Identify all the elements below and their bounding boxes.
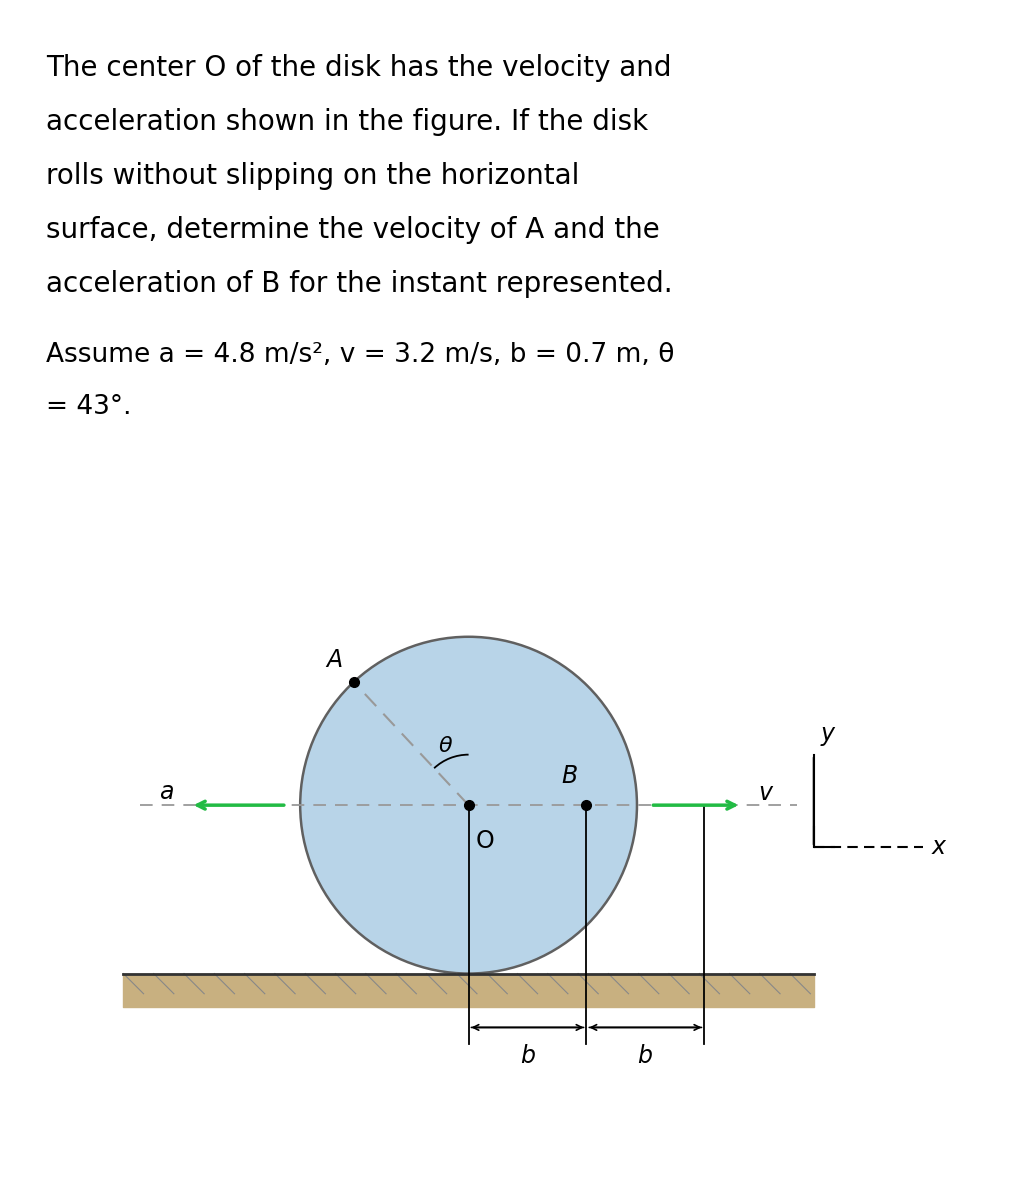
Text: x: x — [932, 835, 946, 859]
Text: $v$: $v$ — [758, 781, 775, 805]
Text: rolls without slipping on the horizontal: rolls without slipping on the horizontal — [46, 162, 579, 190]
Text: y: y — [820, 722, 834, 746]
Text: A: A — [326, 648, 342, 672]
Text: The center O of the disk has the velocity and: The center O of the disk has the velocit… — [46, 54, 671, 82]
Text: B: B — [562, 764, 578, 788]
Text: $b$: $b$ — [520, 1044, 535, 1068]
Text: surface, determine the velocity of A and the: surface, determine the velocity of A and… — [46, 216, 660, 244]
Text: Assume a = 4.8 m/s², v = 3.2 m/s, b = 0.7 m, θ: Assume a = 4.8 m/s², v = 3.2 m/s, b = 0.… — [46, 342, 674, 368]
Text: acceleration of B for the instant represented.: acceleration of B for the instant repres… — [46, 270, 672, 298]
Text: $\theta$: $\theta$ — [438, 736, 453, 756]
Text: $a$: $a$ — [159, 780, 174, 804]
Text: O: O — [476, 829, 494, 853]
Circle shape — [300, 637, 637, 973]
Text: $b$: $b$ — [638, 1044, 653, 1068]
Text: acceleration shown in the figure. If the disk: acceleration shown in the figure. If the… — [46, 108, 648, 136]
Text: = 43°.: = 43°. — [46, 394, 131, 420]
